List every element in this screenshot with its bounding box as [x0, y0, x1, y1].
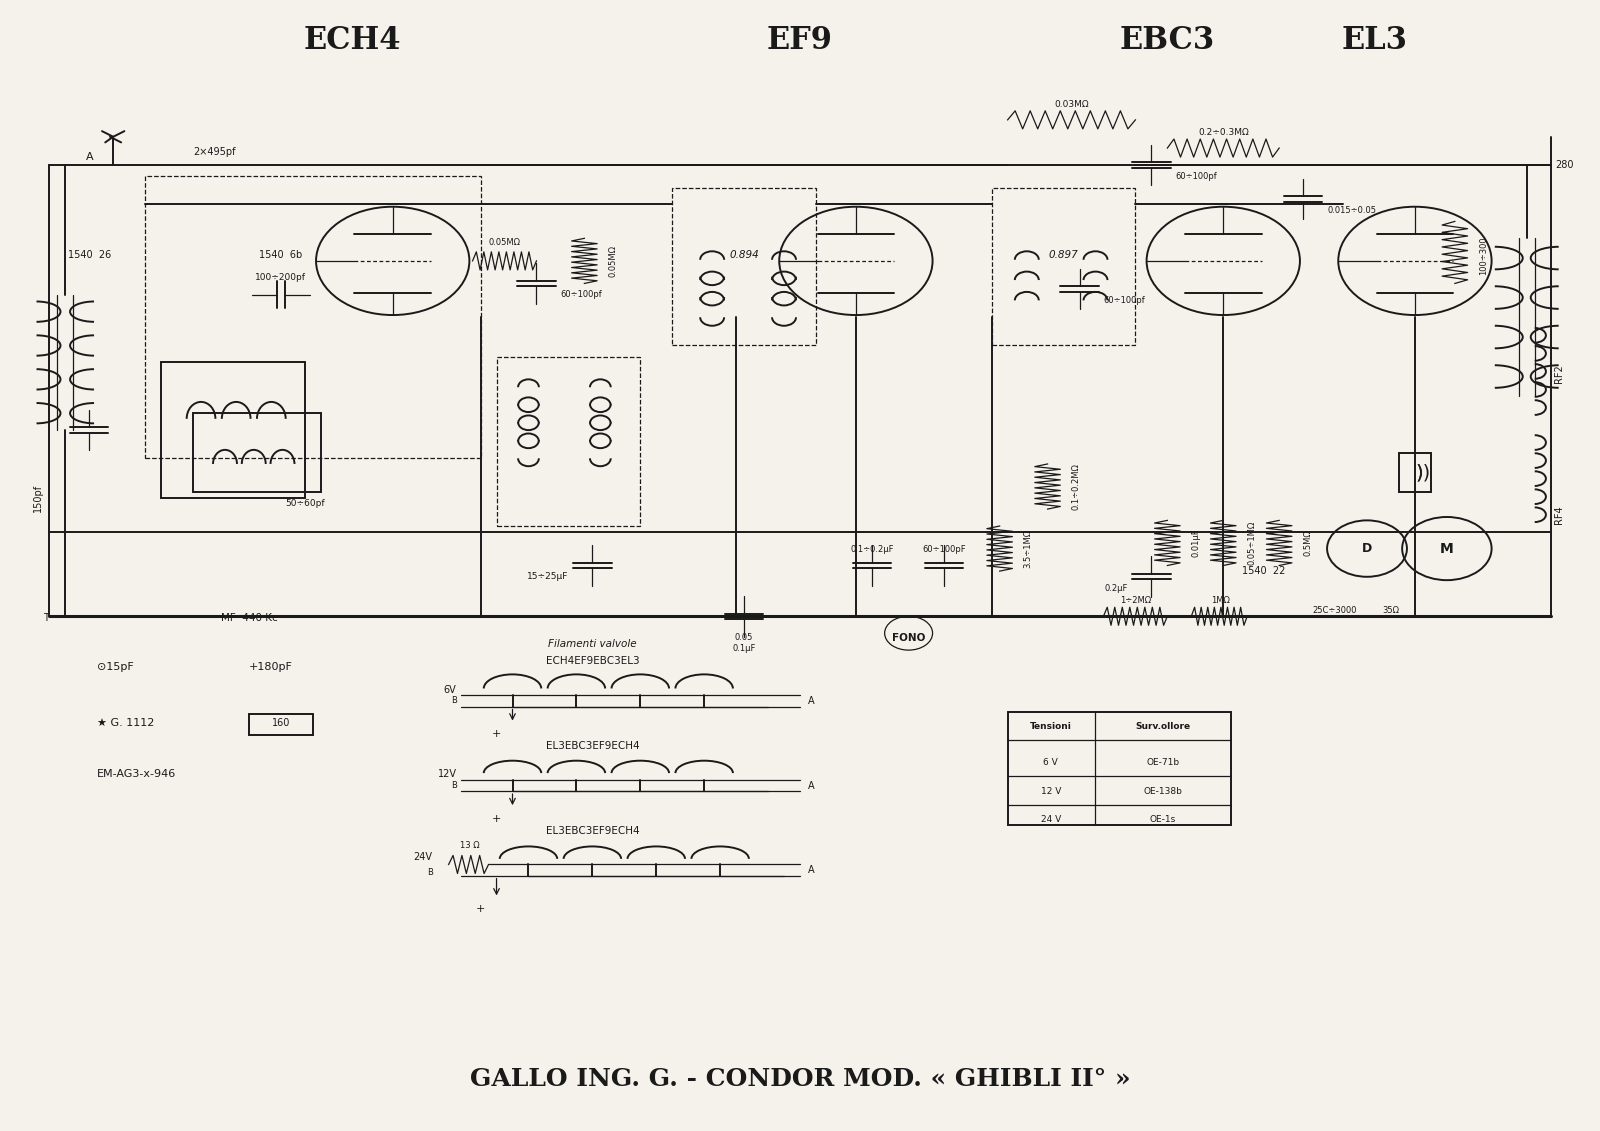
Text: 15÷25µF: 15÷25µF [526, 572, 568, 581]
Text: 6 V: 6 V [1043, 759, 1058, 768]
Text: B: B [427, 867, 432, 877]
Text: 0.05MΩ: 0.05MΩ [608, 245, 618, 277]
Text: EM-AG3-x-946: EM-AG3-x-946 [98, 769, 176, 779]
Text: 0.894: 0.894 [730, 250, 758, 260]
Text: D: D [1362, 542, 1373, 555]
Text: A: A [808, 696, 814, 706]
Text: ★ G. 1112: ★ G. 1112 [98, 718, 155, 728]
Text: FONO: FONO [891, 633, 925, 644]
Text: 1MΩ: 1MΩ [1211, 596, 1229, 605]
Text: 1540  6b: 1540 6b [259, 250, 302, 260]
Text: A: A [85, 152, 93, 162]
Text: 12V: 12V [437, 769, 456, 779]
Text: B: B [451, 782, 456, 789]
Text: ECH4EF9EBC3EL3: ECH4EF9EBC3EL3 [546, 656, 638, 666]
Text: 150pf: 150pf [34, 484, 43, 512]
Text: ⊙15pF: ⊙15pF [98, 662, 134, 672]
Text: EL3EBC3EF9ECH4: EL3EBC3EF9ECH4 [546, 741, 638, 751]
Bar [1008, 713, 1232, 824]
Text: EL3EBC3EF9ECH4: EL3EBC3EF9ECH4 [546, 826, 638, 836]
Text: RF2: RF2 [1554, 364, 1563, 383]
Text: 25C÷3000: 25C÷3000 [1314, 606, 1357, 615]
Text: GALLO ING. G. - CONDOR MOD. « GHIBLI II° »: GALLO ING. G. - CONDOR MOD. « GHIBLI II°… [470, 1067, 1130, 1090]
Text: 60÷100pf: 60÷100pf [560, 291, 602, 300]
Text: EL3: EL3 [1342, 25, 1408, 57]
Text: 0.2µF: 0.2µF [1104, 584, 1128, 593]
Text: +: + [491, 813, 501, 823]
Text: 0.03MΩ: 0.03MΩ [1054, 100, 1090, 109]
Bar [496, 356, 640, 526]
Text: 0.897: 0.897 [1048, 250, 1078, 260]
Text: +180pF: +180pF [250, 662, 293, 672]
Bar [194, 413, 322, 492]
Text: OE-1s: OE-1s [1149, 814, 1176, 823]
Text: M: M [1440, 542, 1454, 555]
Text: Filamenti valvole: Filamenti valvole [549, 639, 637, 649]
Text: 3.5÷1MΩ: 3.5÷1MΩ [1024, 529, 1032, 568]
Text: ECH4: ECH4 [304, 25, 402, 57]
Bar [146, 176, 480, 458]
Text: 0.2÷0.3MΩ: 0.2÷0.3MΩ [1198, 128, 1248, 137]
Text: 0.1÷0.2MΩ: 0.1÷0.2MΩ [1072, 463, 1080, 510]
Bar [250, 715, 314, 735]
Bar [992, 188, 1136, 345]
Text: 1÷2MΩ: 1÷2MΩ [1120, 596, 1150, 605]
Text: Tensioni: Tensioni [1030, 723, 1072, 732]
Text: 0.015÷0.05: 0.015÷0.05 [1326, 206, 1376, 215]
Text: )): )) [1414, 464, 1430, 483]
Text: 160: 160 [272, 718, 290, 728]
Text: RF4: RF4 [1554, 506, 1563, 524]
Text: 0.05MΩ: 0.05MΩ [488, 239, 520, 248]
Text: 100÷200pf: 100÷200pf [256, 274, 307, 283]
Text: 35Ω: 35Ω [1382, 606, 1400, 615]
Text: 2×495pf: 2×495pf [194, 147, 235, 157]
Text: 6V: 6V [443, 684, 456, 694]
Text: A: A [808, 780, 814, 791]
Text: B: B [451, 697, 456, 706]
Text: 0.5MΩ: 0.5MΩ [1302, 529, 1312, 556]
Text: 50÷60pf: 50÷60pf [285, 499, 325, 508]
Text: 60÷100pf: 60÷100pf [1104, 296, 1146, 305]
Text: +: + [475, 904, 485, 914]
Text: 280: 280 [1555, 159, 1574, 170]
Text: 100÷300: 100÷300 [1478, 236, 1488, 275]
Bar [162, 362, 306, 498]
Text: A: A [808, 865, 814, 875]
Text: EBC3: EBC3 [1120, 25, 1214, 57]
Text: 24V: 24V [414, 852, 432, 862]
Text: 13 Ω: 13 Ω [459, 840, 478, 849]
Text: 1540  26: 1540 26 [67, 250, 110, 260]
Text: Surv.ollore: Surv.ollore [1134, 723, 1190, 732]
Text: 60÷100pf: 60÷100pf [1176, 172, 1218, 181]
Text: EF9: EF9 [766, 25, 834, 57]
Text: 0.01µF: 0.01µF [1192, 528, 1200, 558]
Bar [672, 188, 816, 345]
Text: +: + [491, 729, 501, 739]
Text: 12 V: 12 V [1040, 787, 1061, 795]
Text: 1540  22: 1540 22 [1242, 567, 1285, 576]
Bar [1398, 452, 1430, 492]
Text: T: T [43, 613, 50, 623]
Text: 60÷100pF: 60÷100pF [922, 545, 965, 554]
Text: 0.05÷1MΩ: 0.05÷1MΩ [1248, 520, 1256, 566]
Text: OE-71b: OE-71b [1146, 759, 1179, 768]
Text: 0.05
0.1µF: 0.05 0.1µF [733, 633, 755, 653]
Text: OE-138b: OE-138b [1142, 787, 1182, 795]
Text: MF  440 Kc: MF 440 Kc [221, 613, 277, 623]
Text: 24 V: 24 V [1040, 814, 1061, 823]
Text: ): ) [1414, 464, 1422, 483]
Text: 0.1÷0.2µF: 0.1÷0.2µF [850, 545, 894, 554]
